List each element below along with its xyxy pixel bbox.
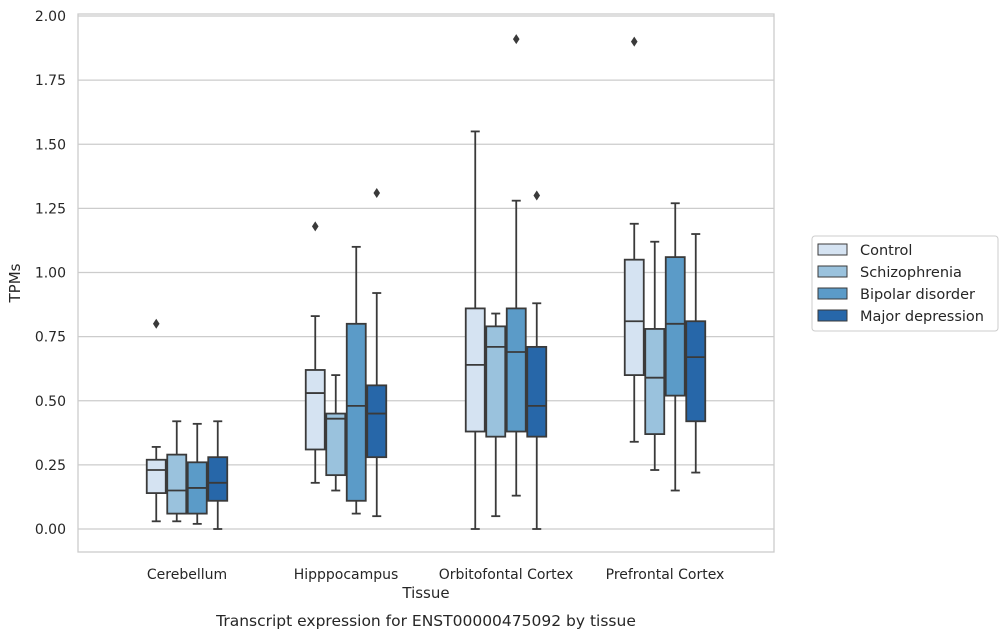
x-tick-label: Cerebellum (147, 567, 227, 583)
box-body (623, 258, 645, 376)
box-control (304, 221, 326, 484)
box-major-depression (207, 420, 229, 530)
box-control (464, 130, 486, 530)
outlier-point (512, 34, 520, 45)
figure-caption: Transcript expression for ENST0000047509… (215, 612, 636, 630)
y-tick-label: 0.50 (35, 394, 66, 410)
box-body (207, 456, 229, 502)
box-schizophrenia (485, 312, 507, 518)
box-bipolar-disorder (186, 422, 208, 525)
legend-label: Control (860, 243, 912, 259)
legend-swatch (817, 265, 848, 278)
box-body (166, 453, 188, 515)
box-body (325, 412, 347, 477)
box-groups (145, 34, 707, 530)
y-tick-label: 1.00 (35, 266, 66, 282)
x-axis-title: Tissue (401, 584, 449, 602)
legend-swatch (817, 287, 848, 300)
box-major-depression (685, 233, 707, 474)
box-body (526, 345, 548, 438)
legend-label: Major depression (860, 309, 984, 325)
y-tick-label: 2.00 (35, 9, 66, 25)
y-axis-ticks: 0.00 0.25 0.50 0.75 1.00 1.25 1.50 1.75 2.00 (35, 9, 66, 538)
y-tick-label: 0.25 (35, 458, 66, 474)
box-body (345, 322, 367, 502)
box-body (644, 328, 666, 435)
legend-label: Schizophrenia (860, 265, 962, 281)
legend-entries: Control Schizophrenia Bipolar disorder Majo… (817, 243, 984, 325)
outlier-point (152, 318, 160, 329)
y-tick-label: 0.75 (35, 330, 66, 346)
x-tick-label: Prefrontal Cortex (606, 567, 725, 583)
box-bipolar-disorder (664, 202, 686, 492)
x-tick-label: Orbitofontal Cortex (439, 567, 574, 583)
outlier-point (630, 36, 638, 47)
x-axis-ticks: Cerebellum Hipppocampus Orbitofontal Corte… (147, 567, 724, 583)
y-tick-label: 1.75 (35, 73, 66, 89)
box-body (366, 384, 388, 459)
box-body (145, 458, 167, 494)
box-schizophrenia (325, 374, 347, 492)
outlier-point (311, 221, 319, 232)
box-body (485, 325, 507, 438)
y-tick-label: 0.00 (35, 522, 66, 538)
legend-swatch (817, 243, 848, 256)
y-tick-label: 1.50 (35, 137, 66, 153)
box-body (464, 307, 486, 433)
x-tick-label: Hipppocampus (294, 567, 399, 583)
y-tick-label: 1.25 (35, 201, 66, 217)
legend-frame (811, 235, 999, 332)
box-major-depression (526, 190, 548, 530)
box-schizophrenia (644, 240, 666, 471)
box-body (304, 369, 326, 451)
box-body (664, 256, 686, 397)
box-control (623, 36, 645, 443)
box-schizophrenia (166, 420, 188, 523)
outlier-point (533, 190, 541, 201)
box-control (145, 318, 167, 523)
box-major-depression (366, 187, 388, 518)
box-body (505, 307, 527, 433)
box-bipolar-disorder (505, 34, 527, 497)
y-axis-title: TPMs (6, 263, 24, 303)
legend-label: Bipolar disorder (860, 287, 975, 303)
legend: Control Schizophrenia Bipolar disorder Majo… (811, 235, 999, 332)
legend-swatch (817, 309, 848, 322)
box-body (685, 320, 707, 423)
box-bipolar-disorder (345, 245, 367, 515)
plot-frame (77, 13, 775, 553)
outlier-point (373, 187, 381, 198)
